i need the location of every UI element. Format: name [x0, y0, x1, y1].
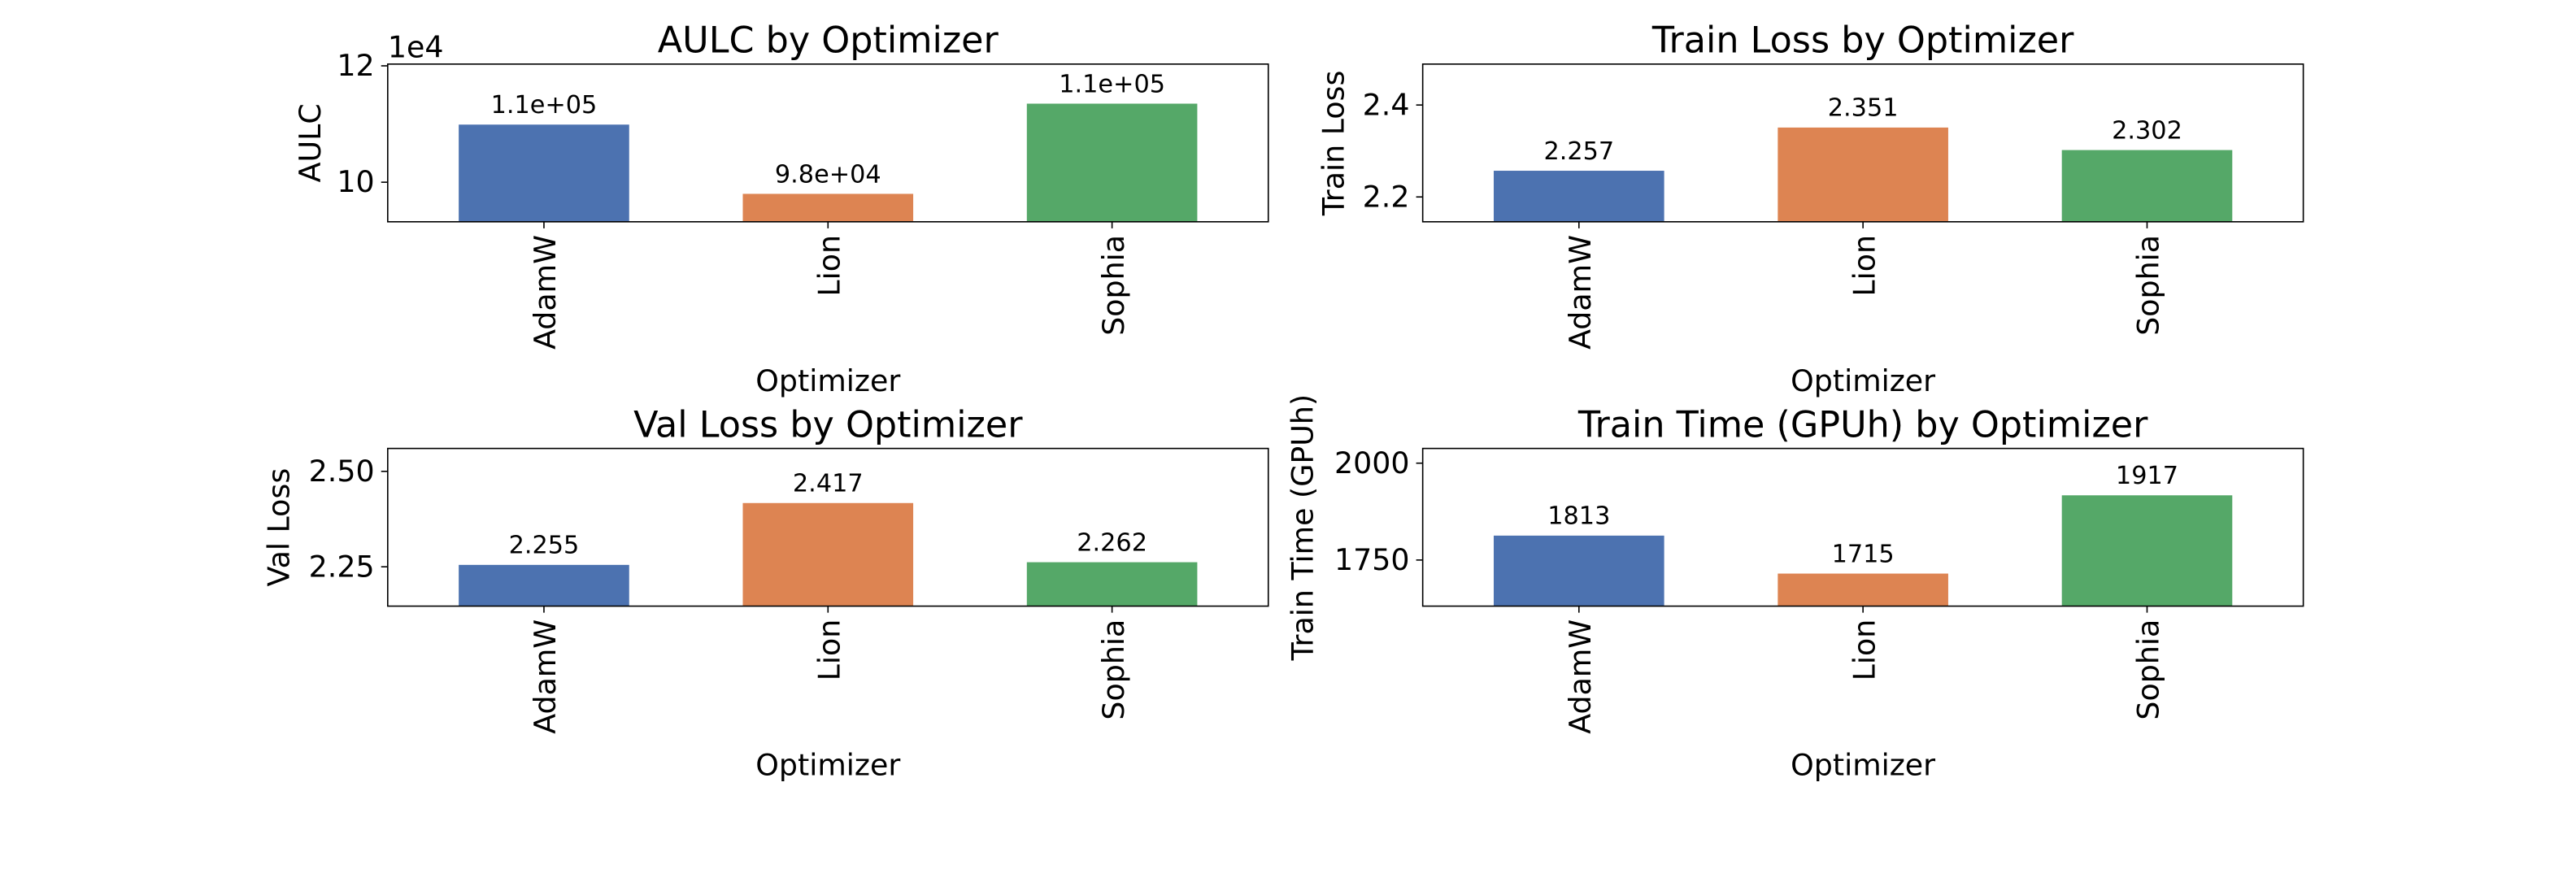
axes-frame [387, 447, 1269, 607]
value-label: 1813 [1547, 502, 1610, 531]
y-tick-label: 2000 [1334, 446, 1410, 480]
y-tick-label: 2.2 [1363, 179, 1410, 214]
x-tick-label: Lion [812, 619, 846, 681]
y-tick-label: 2.50 [309, 454, 375, 489]
y-tick-label: 1750 [1334, 542, 1410, 577]
chart-title: AULC by Optimizer [658, 20, 999, 62]
x-tick-label: AdamW [528, 235, 563, 350]
axes-frame [1421, 447, 2304, 607]
bar [459, 564, 629, 606]
x-axis-label: Optimizer [755, 363, 900, 398]
value-label: 2.351 [1828, 94, 1899, 123]
offset-text: 1e4 [388, 30, 444, 65]
value-label: 2.255 [509, 532, 580, 560]
x-tick-label: Lion [1847, 619, 1882, 681]
bar [2061, 495, 2233, 606]
bar [1494, 535, 1664, 606]
value-label: 2.257 [1543, 137, 1614, 166]
bar [742, 502, 914, 606]
x-tick-label: Lion [812, 235, 846, 297]
axes-frame [1421, 63, 2304, 223]
bar [2061, 150, 2233, 222]
x-tick-label: AdamW [1563, 619, 1598, 734]
bar [1778, 573, 1948, 606]
x-axis-label: Optimizer [1791, 363, 1935, 398]
bar [1026, 103, 1198, 222]
axes-frame [387, 63, 1269, 223]
bar [742, 193, 914, 222]
bar [459, 124, 629, 222]
x-tick-label: Sophia [1096, 235, 1131, 336]
y-axis-label: AULC [293, 103, 328, 182]
value-label: 1.1e+05 [491, 91, 598, 120]
x-tick-label: Lion [1847, 235, 1882, 297]
chart-title: Train Time (GPUh) by Optimizer [1577, 404, 2148, 446]
x-tick-label: Sophia [2131, 235, 2166, 336]
value-label: 2.302 [2112, 116, 2182, 145]
y-axis-label: Val Loss [262, 468, 297, 587]
bar [1494, 171, 1664, 222]
y-tick-label: 10 [337, 164, 374, 199]
bar [1778, 127, 1948, 222]
value-label: 1715 [1832, 540, 1895, 568]
x-axis-label: Optimizer [755, 748, 900, 783]
x-tick-label: Sophia [2131, 619, 2166, 720]
x-axis-label: Optimizer [1791, 748, 1935, 783]
bar [1026, 562, 1198, 606]
x-tick-label: AdamW [1563, 235, 1598, 350]
value-label: 9.8e+04 [775, 160, 881, 189]
value-label: 2.262 [1077, 528, 1147, 557]
y-axis-label: Train Time (GPUh) [1285, 394, 1320, 661]
value-label: 1917 [2116, 462, 2178, 490]
y-tick-label: 2.25 [309, 549, 375, 584]
x-tick-label: Sophia [1096, 619, 1131, 720]
value-label: 1.1e+05 [1059, 70, 1165, 98]
chart-title: Val Loss by Optimizer [633, 404, 1023, 446]
y-tick-label: 2.4 [1363, 87, 1410, 122]
chart-title: Train Loss by Optimizer [1651, 20, 2074, 62]
value-label: 2.417 [793, 470, 864, 498]
y-axis-label: Train Loss [1316, 71, 1351, 217]
x-tick-label: AdamW [528, 619, 563, 734]
y-tick-label: 12 [337, 48, 374, 83]
